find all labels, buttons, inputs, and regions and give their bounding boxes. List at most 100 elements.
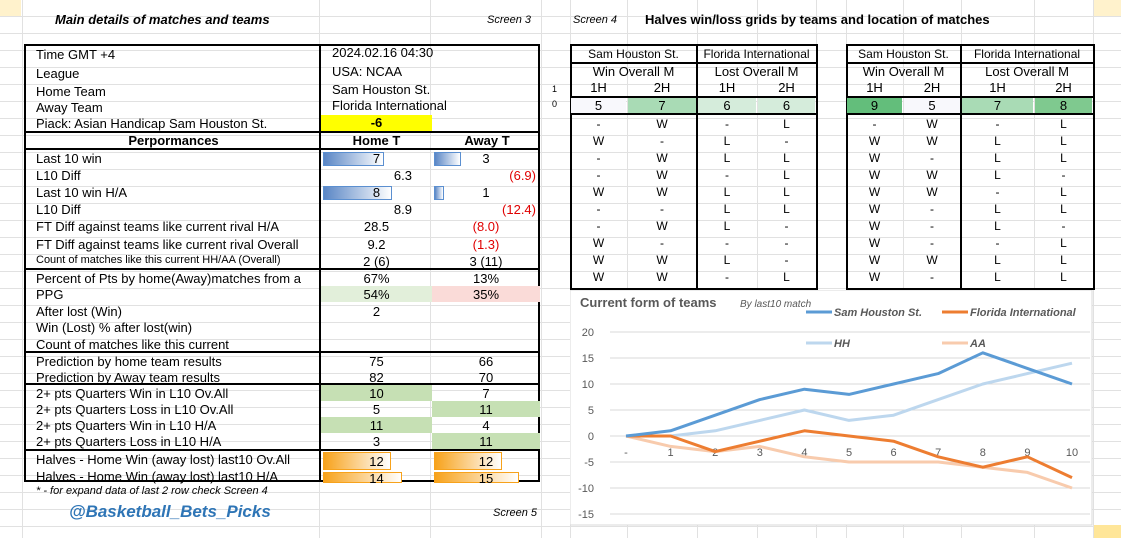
info-label: Away Team	[36, 100, 103, 115]
home-value: 54%	[363, 287, 390, 302]
result-cell: -	[784, 253, 789, 267]
yellow-corner-cell	[0, 0, 21, 16]
divider	[26, 148, 538, 150]
home-value-cell: 12	[321, 451, 432, 470]
grid-divider	[570, 96, 816, 98]
x-tick-label: 10	[1066, 447, 1078, 459]
team-away-header: Florida International	[973, 47, 1081, 61]
result-cell: W	[592, 236, 605, 250]
result-cell: -	[995, 185, 1000, 199]
home-value-cell: 3	[321, 433, 432, 449]
home-value-cell: 82	[321, 369, 432, 385]
away-value-cell: 3	[432, 150, 540, 166]
half-header: 1H	[590, 80, 607, 95]
row-label: 2+ pts Quarters Win in L10 H/A	[36, 418, 217, 433]
pick-value-cell[interactable]: -6	[321, 115, 432, 131]
away-value: (8.0)	[472, 219, 500, 234]
result-cell: W	[868, 151, 881, 165]
home-value: 28.5	[363, 219, 390, 234]
x-tick-label: 1	[668, 447, 674, 459]
result-cell: W	[656, 117, 668, 131]
home-value: 14	[369, 471, 384, 486]
x-tick-label: 5	[846, 447, 852, 459]
row-label: Percent of Pts by home(Away)matches from…	[36, 271, 301, 286]
away-value: 70	[478, 370, 494, 385]
result-cell: W	[592, 270, 605, 284]
chart-subtitle: By last10 match	[740, 299, 812, 310]
home-value: 8.9	[393, 202, 412, 217]
result-cell: -	[995, 117, 1000, 131]
legend-label: Florida International	[970, 307, 1077, 319]
result-cell: L	[994, 219, 1001, 233]
row-label: FT Diff against teams like current rival…	[36, 219, 279, 234]
away-value: (6.9)	[509, 168, 536, 183]
result-cell: -	[660, 202, 664, 216]
row-label: 2+ pts Quarters Win in L10 Ov.All	[36, 386, 229, 401]
home-value-cell: 6.3	[321, 167, 432, 183]
result-cell: L	[783, 270, 790, 284]
row-label: Win (Lost) % after lost(win)	[36, 320, 193, 335]
half-header: 2H	[923, 80, 941, 95]
grid-divider	[696, 44, 698, 288]
chart-title: Current form of teams	[580, 295, 717, 310]
home-value-cell: 10	[321, 385, 432, 401]
away-data-bar	[434, 452, 502, 470]
count-cell: 8	[1035, 98, 1092, 113]
away-data-bar	[434, 186, 445, 200]
result-cell: L	[783, 202, 790, 216]
sub-home-header: Win Overall M	[592, 64, 675, 79]
sub-away-header: Lost Overall M	[714, 64, 799, 79]
divider	[26, 383, 538, 385]
result-cell: -	[596, 202, 601, 216]
result-cell: -	[1061, 219, 1066, 233]
half-header: 1H	[989, 80, 1006, 95]
result-cell: -	[872, 117, 877, 131]
left-title: Main details of matches and teams	[55, 12, 270, 27]
result-cell: -	[995, 236, 1000, 250]
result-cell: -	[784, 219, 789, 233]
home-data-bar	[323, 452, 391, 470]
row-label: Prediction by Away team results	[36, 370, 221, 385]
away-value-cell: 1	[432, 184, 540, 200]
result-cell: -	[930, 270, 934, 284]
sub-home-header: Win Overall M	[862, 64, 945, 79]
result-cell: W	[926, 117, 938, 131]
home-value-cell: 28.5	[321, 218, 432, 234]
away-value-cell: (8.0)	[432, 218, 540, 234]
result-cell: W	[868, 270, 881, 284]
result-cell: W	[868, 134, 881, 148]
y-tick-label: -10	[578, 483, 594, 495]
result-cell: W	[592, 134, 605, 148]
home-value-cell: 11	[321, 417, 432, 433]
result-cell: L	[723, 134, 731, 148]
half-header: 1H	[866, 80, 883, 95]
away-value-cell: (12.4)	[432, 201, 540, 217]
result-cell: W	[656, 270, 668, 284]
home-value-cell: 8.9	[321, 201, 432, 217]
info-value[interactable]: USA: NCAA	[332, 64, 403, 79]
grid-divider	[846, 113, 1093, 115]
legend-label: Sam Houston St.	[834, 307, 922, 319]
row-label: 2+ pts Quarters Loss in L10 H/A	[36, 434, 222, 449]
row-label: L10 Diff	[36, 168, 81, 183]
result-cell: -	[725, 168, 729, 182]
info-value[interactable]: 2024.02.16 04:30	[332, 45, 434, 60]
row-label: Halves - Home Win (away lost) last10 Ov.…	[36, 452, 291, 467]
home-value: 12	[369, 454, 384, 469]
result-cell: L	[1060, 202, 1067, 216]
away-data-bar	[434, 152, 462, 166]
away-value-cell: 3 (11)	[432, 253, 540, 269]
row-label: Halves - Home Win (away lost) last10 H/A	[36, 469, 279, 484]
away-value: 7	[482, 386, 490, 401]
result-cell: -	[1061, 168, 1066, 182]
half-header: 2H	[653, 80, 671, 95]
home-value: 6.3	[393, 168, 412, 183]
result-cell: L	[783, 117, 790, 131]
info-value[interactable]: Sam Houston St.	[332, 82, 431, 97]
result-cell: W	[592, 253, 605, 267]
result-cell: L	[1060, 151, 1067, 165]
result-cell: L	[994, 151, 1001, 165]
result-cell: L	[1060, 253, 1067, 267]
info-value[interactable]: Florida International	[332, 98, 447, 113]
